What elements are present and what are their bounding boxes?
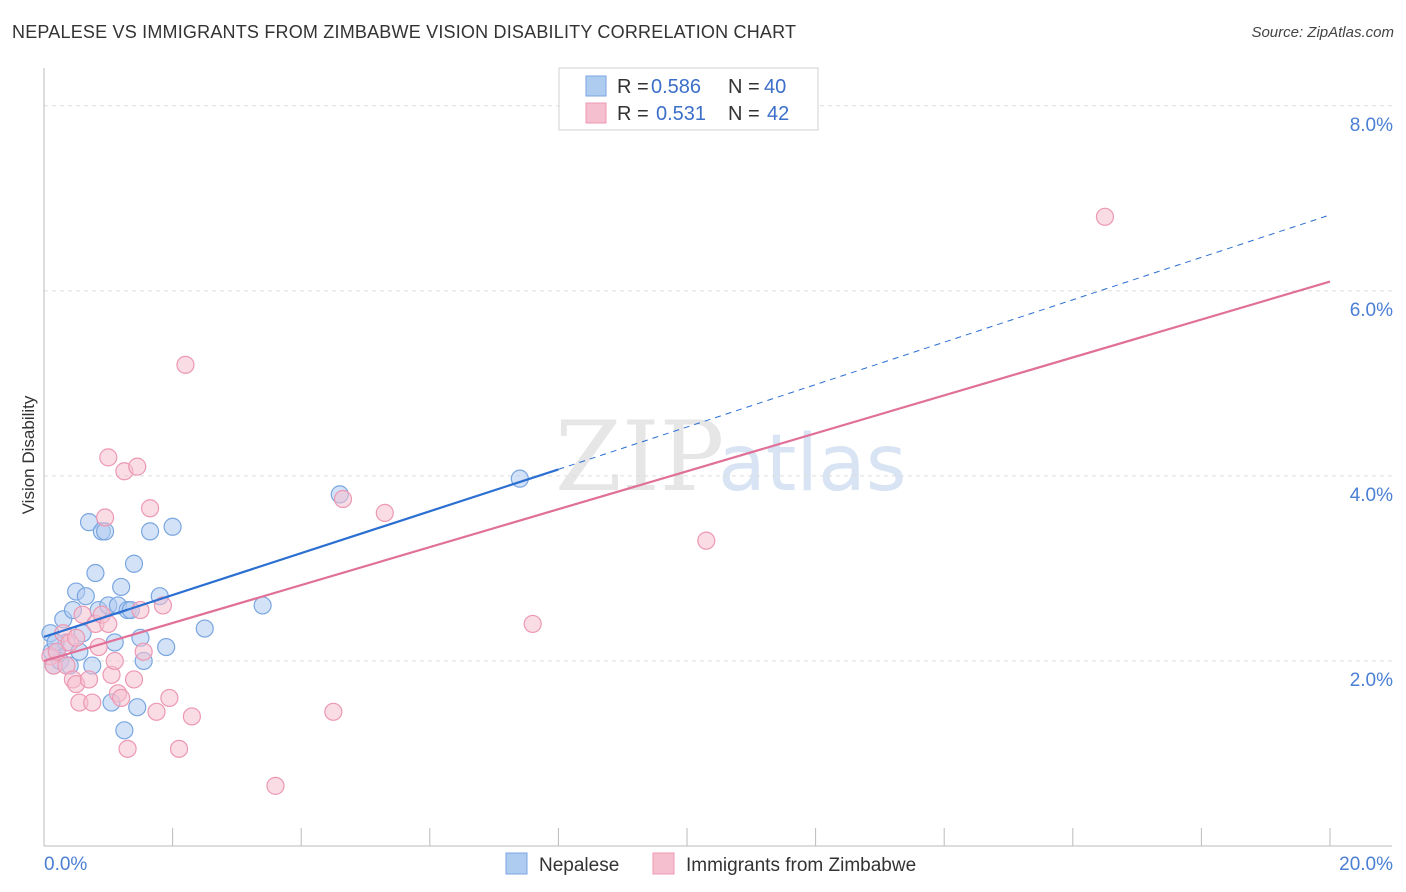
nepalese-point-22: [112, 577, 131, 597]
gridlines: [44, 105, 1392, 662]
zimbabwe-point-16: [95, 508, 115, 527]
zimbabwe-point-22: [112, 688, 131, 708]
bottom-legend-label-nepalese: Nepalese: [539, 855, 619, 876]
legend-r-label-2: R =: [617, 103, 649, 125]
nepalese-point-34: [195, 619, 214, 638]
bottom-legend-swatch-nepalese: [505, 852, 528, 875]
x-tick-label-0: 0.0%: [44, 854, 87, 875]
chart-title: NEPALESE VS IMMIGRANTS FROM ZIMBABWE VIS…: [12, 22, 797, 42]
legend-n-value-1: 40: [764, 76, 786, 98]
x-tick-labels: 0.0% 20.0%: [44, 854, 1393, 875]
watermark-zip: ZIP: [555, 401, 724, 513]
y-axis-title: Vision Disability: [19, 395, 38, 514]
nepalese-point-14: [86, 563, 105, 583]
zimbabwe-point-41: [697, 531, 716, 550]
zimbabwe-trend-line: [43, 280, 1331, 662]
zimbabwe-point-30: [147, 702, 166, 721]
series-legend: Nepalese Immigrants from Zimbabwe: [505, 852, 916, 876]
legend-r-value-2: 0.531: [656, 103, 706, 125]
legend-swatch-nepalese: [585, 75, 607, 97]
zimbabwe-point-12: [83, 693, 102, 712]
legend-swatch-zimbabwe: [585, 102, 607, 124]
zimbabwe-point-36: [266, 776, 285, 795]
bottom-legend-label-zimbabwe: Immigrants from Zimbabwe: [686, 855, 916, 876]
axes: [43, 68, 1392, 847]
zimbabwe-point-20: [105, 651, 124, 671]
nepalese-point-27: [128, 698, 147, 717]
zimbabwe-point-34: [182, 707, 201, 726]
y-tick-label-1: 4.0%: [1350, 485, 1393, 506]
source-credit: Source: ZipAtlas.com: [1251, 24, 1394, 41]
zimbabwe-point-38: [333, 489, 353, 509]
x-tick-label-1: 20.0%: [1339, 854, 1393, 875]
zimbabwe-point-11: [79, 670, 99, 689]
zimbabwe-point-37: [324, 702, 343, 721]
zimbabwe-point-28: [134, 642, 153, 661]
y-tick-label-2: 6.0%: [1350, 300, 1393, 321]
nepalese-point-33: [163, 517, 182, 536]
watermark-atlas: atlas: [718, 419, 907, 509]
nepalese-point-26: [124, 554, 144, 573]
nepalese-point-11: [76, 587, 95, 606]
zimbabwe-point-26: [128, 457, 147, 476]
zimbabwe-point-33: [169, 739, 189, 758]
zimbabwe-point-35: [176, 355, 195, 374]
legend-n-value-2: 42: [767, 103, 789, 125]
nepalese-point-35: [253, 596, 272, 615]
zimbabwe-point-32: [160, 688, 179, 708]
zimbabwe-point-8: [67, 628, 86, 647]
zimbabwe-point-42: [1095, 207, 1115, 226]
nepalese-point-30: [140, 522, 160, 541]
y-tick-labels: 2.0% 4.0% 6.0% 8.0%: [1350, 115, 1393, 691]
zimbabwe-point-39: [375, 503, 394, 522]
nepalese-trend-line: [43, 468, 559, 638]
legend-r-label-1: R =: [617, 76, 649, 98]
zimbabwe-point-25: [124, 670, 144, 689]
nepalese-trend-extension: [558, 214, 1331, 470]
y-tick-label-0: 2.0%: [1350, 670, 1393, 691]
zimbabwe-points: [41, 207, 1115, 795]
y-tick-label-3: 8.0%: [1350, 115, 1393, 136]
zimbabwe-point-24: [118, 739, 137, 758]
zimbabwe-point-40: [523, 614, 542, 634]
legend-r-value-1: 0.586: [651, 76, 701, 98]
trend-lines: [43, 214, 1331, 662]
nepalese-point-32: [157, 637, 176, 657]
legend-n-label-2: N =: [728, 103, 760, 125]
nepalese-point-23: [115, 721, 134, 740]
zimbabwe-point-29: [140, 499, 160, 518]
zimbabwe-point-31: [153, 596, 173, 615]
zimbabwe-point-19: [99, 448, 118, 467]
legend-n-label-1: N =: [728, 76, 760, 98]
bottom-legend-swatch-zimbabwe: [652, 852, 675, 875]
correlation-legend: R = 0.586 N = 40 R = 0.531 N = 42: [558, 67, 819, 131]
